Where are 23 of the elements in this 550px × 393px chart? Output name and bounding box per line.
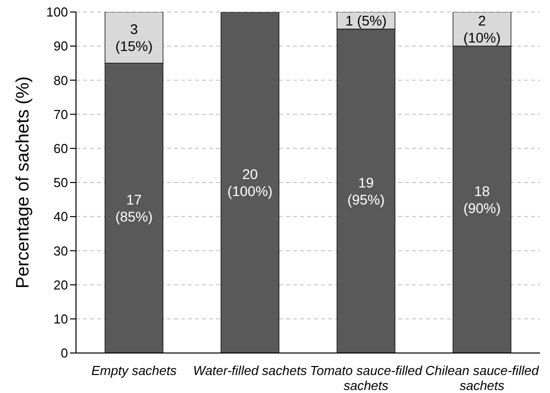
y-tick-label: 90 bbox=[54, 38, 68, 54]
x-tick-label: Empty sachets bbox=[91, 363, 178, 378]
y-tick-label: 40 bbox=[54, 209, 68, 224]
x-tick-label: Chilean sauce-filled sachets bbox=[425, 363, 540, 393]
x-tick-label: Tomato sauce-filled sachets bbox=[310, 363, 423, 393]
data-label: 1 (5%) bbox=[345, 12, 387, 29]
y-tick-label: 20 bbox=[54, 277, 68, 292]
y-tick-label: 10 bbox=[54, 312, 68, 327]
data-label: 17 (85%) bbox=[115, 192, 153, 225]
y-tick-label: 100 bbox=[46, 4, 68, 20]
x-tick-label: Water-filled sachets bbox=[193, 363, 308, 378]
data-label: 18 (90%) bbox=[463, 183, 501, 216]
y-tick-label: 80 bbox=[54, 72, 68, 88]
y-tick-label: 0 bbox=[60, 346, 68, 361]
data-label: 2 (10%) bbox=[463, 12, 501, 46]
y-tick-label: 60 bbox=[54, 141, 68, 156]
data-label: 3 (15%) bbox=[115, 21, 153, 54]
y-axis-title: Percentage of sachets (%) bbox=[12, 76, 32, 289]
data-label: 20 (100%) bbox=[227, 166, 273, 199]
y-tick-label: 50 bbox=[54, 175, 68, 190]
y-tick-label: 30 bbox=[54, 243, 68, 258]
data-label: 19 (95%) bbox=[347, 174, 385, 208]
y-tick-label: 70 bbox=[54, 106, 68, 122]
